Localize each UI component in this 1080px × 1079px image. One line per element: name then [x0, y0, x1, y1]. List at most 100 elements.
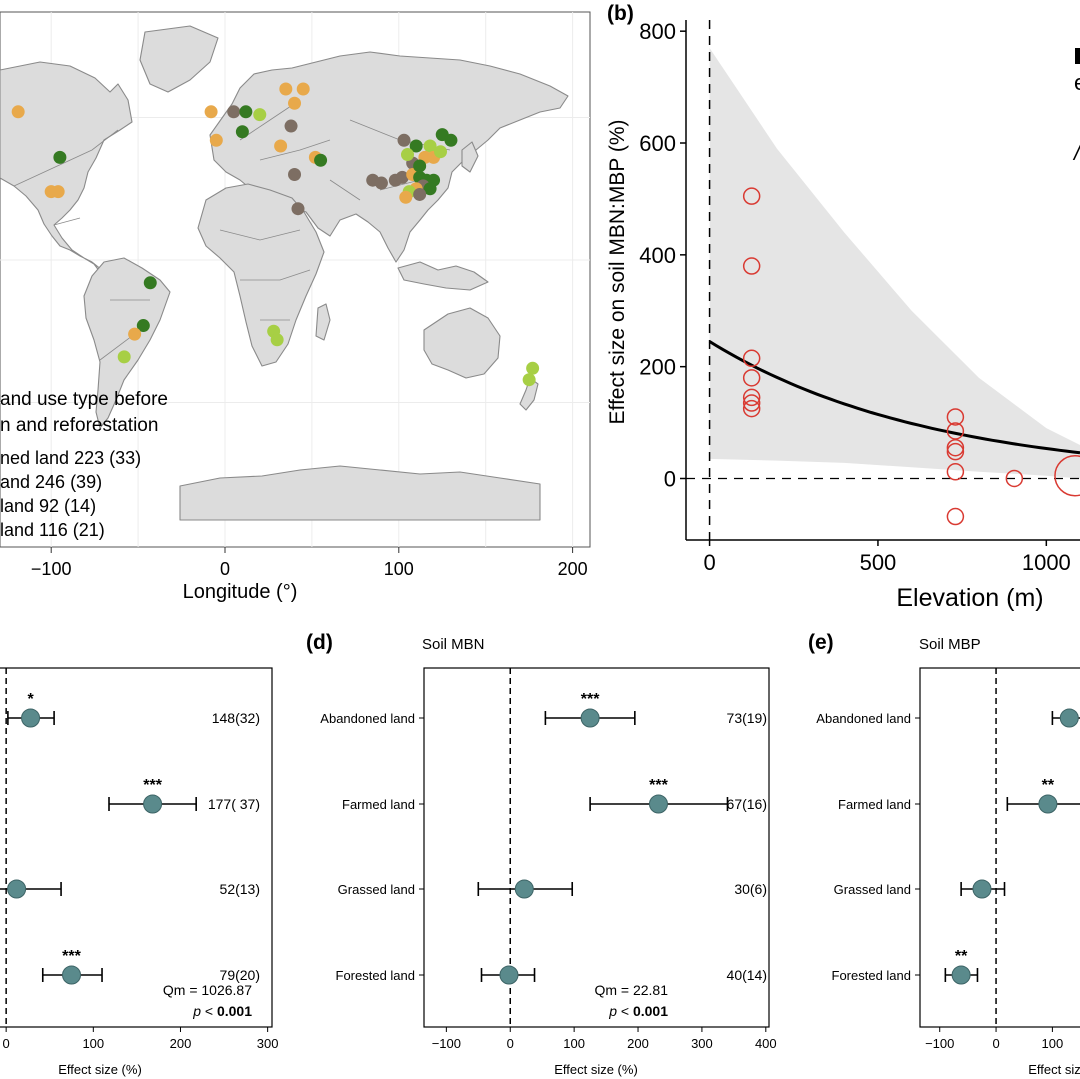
forest-panel-label: (e): [808, 631, 834, 654]
sample-count: 30(6): [734, 881, 767, 897]
legend-entry-label: ned land 223 (33): [0, 448, 141, 468]
x-tick-label: 0: [703, 550, 715, 575]
site-point: [395, 170, 409, 184]
data-point: [1054, 454, 1080, 497]
forest-plot-frame: [0, 667, 273, 1028]
confidence-band: [709, 47, 1080, 479]
site-point: [227, 105, 241, 119]
sample-count: 67(16): [727, 796, 767, 812]
data-point: [946, 422, 965, 440]
panel-b-plot: 0 200 400 600 800 0 500 1000 e /: [639, 19, 1080, 575]
significance-stars: ***: [649, 777, 668, 794]
y-tick-label: 800: [639, 19, 676, 44]
data-point: [742, 399, 761, 418]
forest-category-label: Farmed land: [838, 797, 911, 812]
panel-b-scatter: (b) 0 200 400 600 800 0 500 1000 e / Effect size …: [606, 2, 1080, 612]
sample-count: 73(19): [727, 710, 767, 726]
site-point: [270, 333, 284, 347]
forest-x-tick-label: 300: [257, 1036, 279, 1051]
forest-panel-label: (d): [306, 631, 333, 654]
site-point: [128, 327, 142, 341]
forest-x-axis-label: Effect size (%): [58, 1062, 142, 1077]
effect-estimate-point: [1038, 794, 1058, 814]
panel-b-label: (b): [607, 2, 634, 25]
site-point: [204, 105, 218, 119]
site-point: [284, 119, 298, 133]
site-point: [434, 145, 448, 159]
panel-b-legend-fragment: e: [1074, 70, 1080, 95]
site-point: [413, 187, 427, 201]
site-point: [136, 319, 150, 333]
panel-b-x-axis-label: Elevation (m): [896, 584, 1043, 612]
site-point: [53, 150, 67, 164]
p-value: p < 0.001: [608, 1003, 668, 1019]
australia-landmass: [423, 307, 501, 379]
significance-stars: **: [955, 948, 968, 965]
qm-statistic: Qm = 22.81: [594, 982, 668, 998]
forest-category-label: Farmed land: [342, 797, 415, 812]
greenland-landmass: [139, 25, 219, 93]
site-point: [51, 185, 65, 199]
forest-x-tick-label: 200: [627, 1036, 649, 1051]
forest-x-tick-label: 100: [563, 1036, 585, 1051]
data-point: [946, 408, 965, 426]
forest-x-tick-label: 100: [1042, 1036, 1064, 1051]
forest-plot-frame: [423, 667, 770, 1028]
forest-plot-frame: [919, 667, 1080, 1028]
effect-estimate-point: [580, 708, 600, 728]
data-point: [742, 369, 761, 387]
sample-count: 79(20): [220, 967, 260, 983]
effect-estimate-point: [951, 965, 971, 985]
site-point: [296, 82, 310, 96]
effect-estimate-point: [1059, 708, 1079, 728]
x-tick-label: 1000: [1022, 550, 1071, 575]
forest-panel-title: Soil MBP: [919, 636, 981, 653]
site-point: [400, 148, 414, 162]
fitted-curve: [708, 340, 1080, 455]
significance-stars: *: [27, 691, 34, 708]
panel-e-forest-plot: (e) Soil MBP Abandoned land Farmed land ** Gr…: [808, 631, 1080, 1077]
map-x-axis: −100 0 100 200: [31, 547, 588, 579]
effect-estimate-point: [21, 708, 41, 728]
forest-x-tick-label: 300: [691, 1036, 713, 1051]
y-tick-label: 200: [639, 355, 676, 380]
significance-stars: ***: [143, 777, 162, 794]
effect-estimate-point: [143, 794, 163, 814]
forest-x-tick-label: 200: [170, 1036, 192, 1051]
qm-statistic: Qm = 1026.87: [163, 982, 252, 998]
site-point: [291, 202, 305, 216]
legend-title-line: n and reforestation: [0, 415, 158, 436]
site-point: [253, 108, 267, 122]
forest-category-label: Grassed land: [338, 882, 415, 897]
effect-estimate-point: [499, 965, 519, 985]
y-tick-label: 600: [639, 131, 676, 156]
data-point: [946, 463, 965, 481]
site-point: [423, 182, 437, 196]
significance-stars: ***: [581, 691, 600, 708]
map-sites: [11, 82, 540, 387]
forest-category-label: Forested land: [336, 968, 416, 983]
legend-entry-label: land 92 (14): [0, 496, 96, 516]
panel-c-forest-plot: * 148(32) *** 177( 37) 52(13) *** 79(20)Qm = 1…: [0, 667, 279, 1077]
map-x-axis-label: Longitude (°): [183, 581, 298, 603]
madagascar-landmass: [315, 303, 331, 341]
effect-estimate-point: [514, 879, 534, 899]
site-point: [374, 176, 388, 190]
forest-x-tick-label: 400: [755, 1036, 777, 1051]
forest-x-tick-label: −100: [432, 1036, 461, 1051]
forest-x-tick-label: 0: [507, 1036, 514, 1051]
new-zealand-landmass: [519, 377, 539, 411]
site-point: [526, 361, 540, 375]
indonesia-landmass: [397, 261, 489, 291]
data-point: [946, 442, 965, 461]
y-tick-label: 400: [639, 243, 676, 268]
site-point: [117, 350, 131, 364]
data-point: [742, 187, 761, 205]
panel-b-legend-fragment: /: [1072, 140, 1080, 165]
map-x-tick-label: 0: [220, 559, 230, 579]
data-point: [742, 257, 761, 275]
forest-category-label: Abandoned land: [816, 711, 911, 726]
forest-x-tick-label: −100: [925, 1036, 954, 1051]
data-point: [1005, 469, 1024, 488]
